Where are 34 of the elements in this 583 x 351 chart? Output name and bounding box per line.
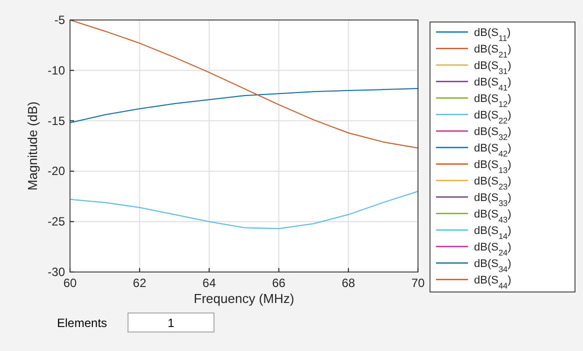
legend-label: dB(S$_{22}$) [474, 110, 512, 125]
y-tick-label: -25 [48, 214, 66, 229]
x-tick-label: 60 [63, 276, 77, 290]
y-axis-title: Magnitude (dB) [25, 102, 40, 190]
legend-label: dB(S$_{42}$) [474, 142, 512, 158]
text: 1 [168, 316, 175, 330]
x-tick-label: 62 [132, 276, 147, 290]
line-series [70, 88, 418, 124]
legend-label: dB(S$_{43}$) [474, 208, 512, 224]
x-tick-label: 64 [202, 276, 216, 290]
legend-label: dB(S$_{23}$) [474, 176, 512, 191]
y-tick-label: -15 [48, 114, 66, 128]
y-tick-label: -10 [48, 63, 66, 78]
y-tick-label: -30 [48, 265, 66, 279]
legend-label: dB(S$_{13}$) [474, 159, 512, 174]
legend-label: dB(S$_{34}$) [474, 258, 512, 274]
x-tick-label: 66 [272, 276, 286, 290]
legend-label: dB(S$_{24}$) [474, 242, 512, 257]
legend-label: dB(S$_{44}$) [474, 274, 512, 290]
legend-label: dB(S$_{41}$) [474, 76, 512, 92]
legend-label: dB(S$_{14}$) [474, 225, 512, 240]
x-tick-label: 70 [411, 276, 425, 290]
y-tick-label: -5 [54, 13, 66, 27]
y-tick-label: -20 [48, 164, 66, 178]
text: Elements [57, 316, 108, 330]
legend-label: dB(S$_{33}$) [474, 192, 512, 208]
legend-label: dB(S$_{31}$) [474, 60, 512, 76]
legend-label: dB(S$_{12}$) [474, 93, 512, 108]
x-tick-label: 68 [342, 276, 356, 290]
line-series [70, 190, 418, 230]
legend-label: dB(S$_{21}$) [474, 44, 512, 59]
legend-label: dB(S$_{32}$) [474, 126, 512, 142]
legend-label: dB(S$_{11}$) [474, 27, 511, 42]
x-axis-title: Frequency (MHz) [194, 291, 294, 306]
